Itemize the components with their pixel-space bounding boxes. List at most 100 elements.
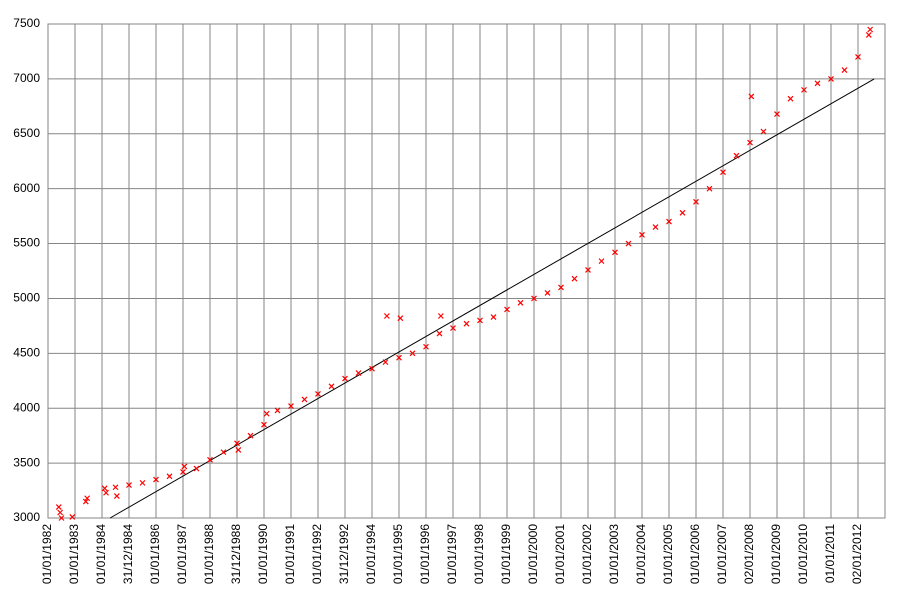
data-point — [263, 410, 270, 417]
x-tick-label: 01/01/1994 — [364, 524, 378, 584]
x-tick-label: 01/01/1988 — [202, 524, 216, 584]
data-point — [436, 330, 443, 337]
data-point — [301, 396, 308, 403]
data-point — [153, 476, 159, 483]
plot-frame — [47, 23, 886, 519]
data-point — [760, 128, 767, 135]
data-point — [733, 152, 740, 159]
x-tick-label: 31/12/1992 — [337, 524, 351, 584]
data-point — [261, 421, 267, 428]
data-point — [315, 391, 321, 397]
data-point — [181, 463, 188, 470]
data-point — [274, 407, 281, 414]
data-point — [544, 290, 551, 296]
data-point — [666, 218, 672, 225]
data-point — [437, 313, 444, 319]
data-point — [397, 315, 404, 322]
data-point — [531, 295, 537, 302]
y-tick-label: 7000 — [13, 71, 40, 85]
data-point — [355, 370, 362, 377]
x-tick-label: 01/01/1987 — [175, 524, 189, 584]
x-tick-label: 31/12/1988 — [229, 524, 243, 584]
data-point — [652, 224, 659, 231]
x-tick-label: 31/12/1984 — [121, 524, 135, 584]
data-point — [571, 275, 578, 282]
x-tick-label: 02/01/2008 — [742, 524, 756, 584]
y-tick-label: 4000 — [13, 400, 40, 414]
data-point — [166, 473, 173, 480]
data-point — [814, 80, 821, 87]
x-tick-label: 01/01/1986 — [148, 524, 162, 584]
x-tick-label: 01/01/2002 — [580, 524, 594, 584]
data-point — [423, 343, 429, 350]
x-tick-label: 01/01/2005 — [661, 524, 675, 584]
x-tick-label: 02/01/2012 — [850, 524, 864, 584]
data-point — [598, 258, 605, 265]
y-tick-label: 3000 — [13, 510, 40, 524]
data-point — [58, 515, 65, 521]
x-tick-label: 01/01/1990 — [256, 524, 270, 584]
data-point — [180, 468, 186, 475]
data-point — [585, 266, 591, 273]
trend-line — [109, 78, 875, 519]
data-point — [57, 509, 64, 516]
data-point — [113, 493, 120, 499]
y-tick-label: 7500 — [13, 16, 40, 30]
data-point — [774, 111, 780, 117]
data-point — [841, 67, 848, 74]
data-point — [234, 440, 240, 447]
data-point — [463, 320, 470, 327]
data-point — [477, 317, 483, 324]
x-tick-label: 01/01/2010 — [796, 524, 810, 584]
y-tick-label: 5500 — [13, 236, 40, 250]
data-point — [867, 26, 874, 33]
data-point — [84, 495, 91, 502]
data-point — [490, 314, 497, 321]
data-point — [801, 86, 807, 93]
x-tick-label: 01/01/2000 — [526, 524, 540, 584]
data-point — [720, 169, 726, 176]
data-point — [55, 504, 62, 510]
x-tick-label: 01/01/1999 — [499, 524, 513, 584]
data-point — [828, 75, 834, 82]
x-tick-label: 01/01/1991 — [283, 524, 297, 584]
data-point — [193, 465, 200, 472]
x-tick-label: 01/01/1992 — [310, 524, 324, 584]
data-point — [328, 383, 335, 390]
x-tick-label: 01/01/2007 — [715, 524, 729, 584]
data-point — [207, 456, 213, 463]
data-point — [82, 498, 89, 505]
data-point — [220, 449, 227, 456]
x-tick-label: 01/01/2003 — [607, 524, 621, 584]
data-point — [396, 354, 402, 361]
x-tick-label: 01/01/1984 — [94, 524, 108, 584]
data-point — [612, 249, 618, 256]
data-point — [342, 375, 348, 382]
x-tick-label: 01/01/1982 — [40, 524, 54, 584]
x-tick-label: 01/01/1996 — [418, 524, 432, 584]
x-tick-label: 01/01/1983 — [67, 524, 81, 584]
data-point — [247, 432, 254, 439]
data-point — [679, 209, 686, 216]
x-tick-label: 01/01/2001 — [553, 524, 567, 584]
data-point — [558, 284, 564, 291]
data-point — [112, 484, 119, 491]
data-point — [639, 231, 645, 238]
data-point — [409, 350, 416, 357]
data-point — [235, 447, 242, 453]
data-point — [855, 54, 861, 60]
data-point — [450, 325, 456, 332]
data-point — [101, 485, 108, 492]
data-point — [369, 365, 375, 372]
x-tick-label: 01/01/2009 — [769, 524, 783, 584]
x-tick-label: 01/01/1995 — [391, 524, 405, 584]
data-point — [382, 359, 389, 366]
data-point — [748, 93, 755, 100]
data-point — [787, 95, 794, 102]
y-tick-label: 3500 — [13, 455, 40, 469]
data-point — [747, 139, 753, 146]
data-point — [103, 489, 109, 496]
x-tick-label: 01/01/1997 — [445, 524, 459, 584]
data-point — [288, 403, 294, 409]
